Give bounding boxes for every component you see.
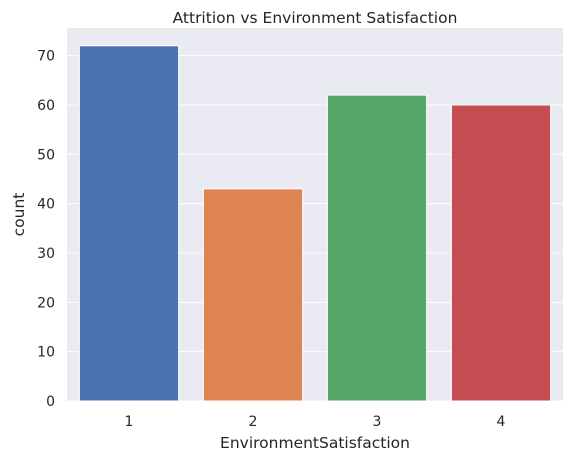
bars xyxy=(78,45,552,402)
x-tick-label: 4 xyxy=(497,414,506,430)
y-tick-label: 70 xyxy=(37,49,55,65)
x-tick-label: 3 xyxy=(373,414,382,430)
x-tick-labels: 1 2 3 4 xyxy=(125,414,506,430)
y-tick-label: 30 xyxy=(37,246,55,262)
y-tick-label: 40 xyxy=(37,197,55,213)
bar-1 xyxy=(78,45,180,402)
y-tick-label: 60 xyxy=(37,98,55,114)
y-axis-label: count xyxy=(10,193,28,237)
y-tick-labels: 0 10 20 30 40 50 60 70 xyxy=(37,49,55,410)
bar-3 xyxy=(326,94,428,402)
bar-4 xyxy=(450,104,552,402)
y-tick-label: 50 xyxy=(37,147,55,163)
chart-title: Attrition vs Environment Satisfaction xyxy=(173,9,458,27)
y-tick-label: 0 xyxy=(46,394,55,410)
x-tick-label: 2 xyxy=(249,414,258,430)
x-tick-label: 1 xyxy=(125,414,134,430)
bar-2 xyxy=(202,188,304,402)
y-tick-label: 10 xyxy=(37,345,55,361)
y-tick-label: 20 xyxy=(37,295,55,311)
x-axis-label: EnvironmentSatisfaction xyxy=(220,434,410,452)
